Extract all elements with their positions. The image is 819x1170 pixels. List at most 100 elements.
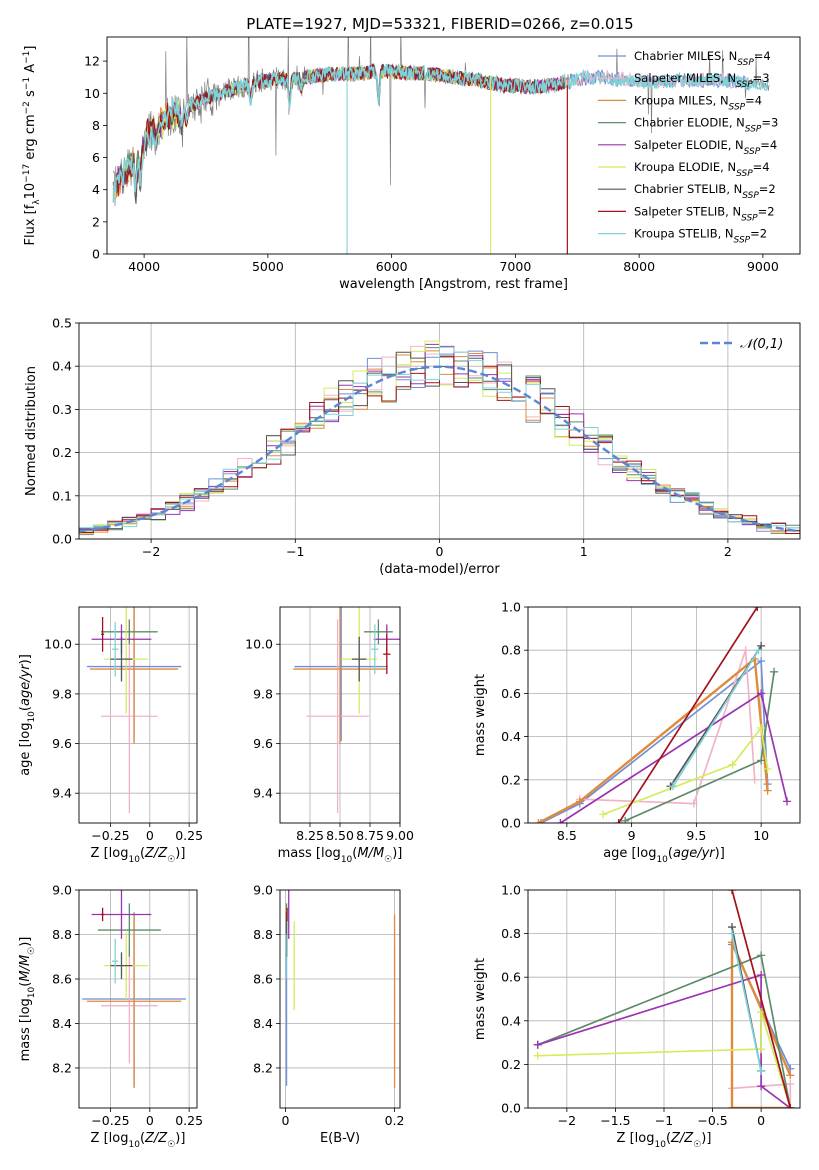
plot-area <box>533 890 795 1108</box>
weight-marker <box>669 782 678 791</box>
x-tick-label: 8.25 <box>296 828 324 843</box>
axes-frame <box>279 889 401 1109</box>
x-tick-label: 9.00 <box>386 828 414 843</box>
y-axis-label: Normed distribution <box>24 366 39 496</box>
x-tick-label: 0 <box>757 1113 765 1128</box>
x-tick-label: 9000 <box>747 259 779 274</box>
plot-area <box>534 607 792 823</box>
y-axis-label: mass weight <box>473 958 488 1040</box>
x-tick-label: 0 <box>436 544 444 559</box>
x-tick-label: 0.2 <box>385 1113 405 1128</box>
y-tick-label: 9.0 <box>253 883 273 898</box>
y-tick-label: 8.6 <box>52 971 72 986</box>
x-tick-label: 8.75 <box>356 828 384 843</box>
weight-marker <box>556 819 565 823</box>
x-axis-label: Z [log10(Z/Z☉)] <box>91 846 186 865</box>
y-tick-label: 0.2 <box>501 772 521 787</box>
x-axis-label: age [log10(age/yr)] <box>603 846 725 865</box>
axes-frame <box>78 606 198 824</box>
x-tick-label: 4000 <box>128 259 160 274</box>
y-tick-label: 9.6 <box>253 736 273 751</box>
y-tick-label: 9.0 <box>52 883 72 898</box>
figure-title: PLATE=1927, MJD=53321, FIBERID=0266, z=0… <box>246 15 633 33</box>
weight-marker <box>763 765 772 773</box>
y-tick-label: 0.4 <box>501 729 521 744</box>
weight-marker <box>763 786 772 795</box>
legend-label: Kroupa MILES, NSSP=4 <box>634 93 762 112</box>
weight-marker <box>757 971 766 980</box>
x-tick-label: −1 <box>655 1113 673 1128</box>
y-axis-label: Flux [fλ10−17 erg cm−2 s−1 A−1] <box>22 46 42 246</box>
y-tick-label: 0.8 <box>501 926 521 941</box>
y-tick-label: 6 <box>92 150 100 165</box>
weight-line-5 <box>537 1011 792 1108</box>
y-tick-label: 0.4 <box>501 1013 521 1028</box>
y-tick-label: 8.8 <box>253 927 273 942</box>
y-tick-label: 9.8 <box>52 686 72 701</box>
legend-label: Salpeter ELODIE, NSSP=4 <box>634 138 777 157</box>
grid-lines <box>528 889 800 1109</box>
y-tick-label: 0.2 <box>52 445 72 460</box>
weight-marker <box>754 646 763 655</box>
y-axis-label: mass weight <box>473 674 488 756</box>
y-tick-label: 0.6 <box>501 970 521 985</box>
weight-marker <box>533 1040 542 1049</box>
x-tick-label: −0.25 <box>91 1113 129 1128</box>
weight-marker <box>757 641 766 650</box>
x-axis-label: mass [log10(M/M☉)] <box>278 846 403 865</box>
weight-marker <box>786 1080 795 1089</box>
x-tick-label: 9 <box>628 828 636 843</box>
panel-residuals: −2 −1 0 1 2 0.0 0.1 0.2 0.3 0.4 0.5 (data-model)/er… <box>24 316 801 577</box>
panel-mass-vs-Z: −0.25 0 0.25 8.2 8.4 8.6 8.8 9.0 Z [log10(Z/Z☉)]… <box>18 883 203 1151</box>
y-tick-label: 0.4 <box>52 359 72 374</box>
y-tick-label: 8.4 <box>52 1016 72 1031</box>
weight-marker <box>753 607 762 611</box>
y-tick-label: 4 <box>92 182 100 197</box>
axes-frame <box>279 606 401 824</box>
plot-area <box>79 340 800 536</box>
y-tick-label: 9.6 <box>52 736 72 751</box>
x-axis-label: wavelength [Angstrom, rest frame] <box>339 277 568 292</box>
x-tick-label: −1 <box>286 544 304 559</box>
weight-marker <box>786 1071 795 1080</box>
y-tick-label: 10.0 <box>44 637 72 652</box>
panel-age-vs-Z: −0.25 0 0.25 9.4 9.6 9.8 10.0 Z [log10(Z/Z☉)] ag… <box>18 606 203 865</box>
weight-marker <box>770 667 779 676</box>
x-tick-label: 8000 <box>623 259 655 274</box>
y-tick-label: 1.0 <box>501 600 521 615</box>
weight-marker <box>757 689 766 698</box>
plot-area <box>293 607 400 814</box>
x-tick-label: 8.50 <box>326 828 354 843</box>
weight-marker <box>786 1104 795 1108</box>
plot-area <box>82 890 186 1088</box>
weight-marker <box>689 799 698 808</box>
plot-area <box>285 890 396 1088</box>
plot-area <box>86 607 182 814</box>
x-axis-label: Z [log10(Z/Z☉)] <box>617 1131 712 1150</box>
y-tick-label: 8.8 <box>52 927 72 942</box>
histogram-8 <box>79 346 800 529</box>
x-tick-label: −0.5 <box>697 1113 727 1128</box>
x-tick-label: 8.5 <box>557 828 577 843</box>
y-tick-label: 9.8 <box>253 686 273 701</box>
y-tick-label: 0.3 <box>52 402 72 417</box>
weight-marker <box>614 819 623 823</box>
weight-marker <box>757 1082 766 1091</box>
panel-age-vs-mass: 8.25 8.50 8.75 9.00 9.4 9.6 9.8 10.0 mass [log10… <box>245 606 414 865</box>
y-tick-label: 0.0 <box>501 1101 521 1116</box>
legend-label: Salpeter MILES, NSSP=3 <box>634 71 770 90</box>
y-tick-label: 0.5 <box>52 316 72 331</box>
y-tick-label: 9.4 <box>52 786 72 801</box>
y-tick-label: 8.6 <box>253 971 273 986</box>
weight-line-0 <box>540 659 769 823</box>
panel-mass-vs-ebv: 0 0.2 8.2 8.4 8.6 8.8 9.0 E(B-V) <box>253 883 404 1147</box>
y-tick-label: 8.4 <box>253 1016 273 1031</box>
chart-panels: 4000 5000 6000 7000 8000 9000024681012wavelen… <box>18 36 801 1151</box>
weight-line-5 <box>602 725 769 816</box>
model-spectrum-8 <box>112 63 770 203</box>
y-tick-label: 0 <box>92 247 100 262</box>
legend-label: Chabrier STELIB, NSSP=2 <box>634 182 776 201</box>
legend-label: Kroupa STELIB, NSSP=2 <box>634 227 767 246</box>
x-tick-label: 6000 <box>376 259 408 274</box>
x-tick-label: −1.5 <box>600 1113 630 1128</box>
